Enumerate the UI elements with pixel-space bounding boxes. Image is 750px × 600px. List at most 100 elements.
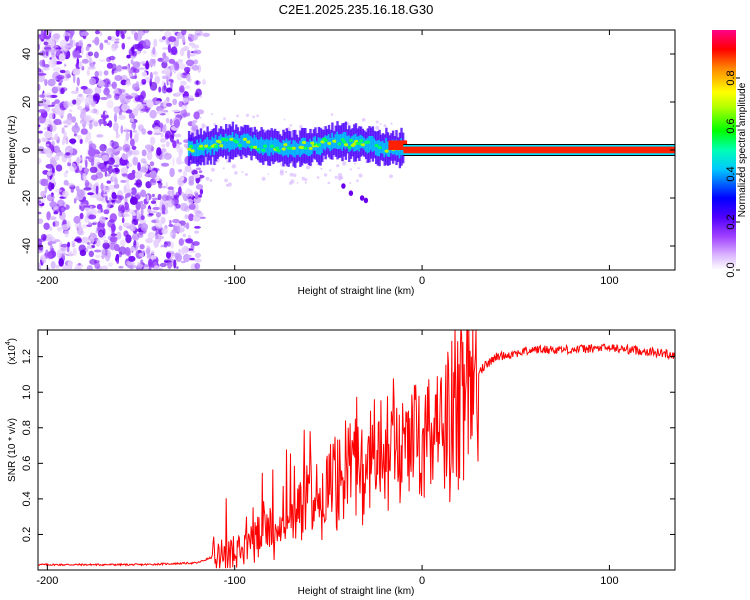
spectrogram-blob — [95, 238, 101, 247]
spectrogram-faint-point — [356, 179, 359, 183]
spectrogram-blob — [132, 83, 140, 91]
spectrogram-blob — [65, 152, 71, 156]
spectrogram-blob — [176, 156, 182, 165]
spectrogram-blob — [108, 184, 116, 191]
spectrogram-blob — [88, 250, 95, 257]
spectrogram-faint-point — [205, 176, 210, 181]
spectrogram-blob — [119, 30, 127, 35]
svg-text:(x104): (x104) — [5, 338, 18, 365]
spectrogram-blob — [107, 157, 115, 165]
spectrogram-blob — [50, 261, 56, 270]
spectrogram-blob — [98, 70, 103, 77]
spectrogram-blob — [55, 264, 60, 269]
spectrogram-blob — [87, 221, 92, 227]
spectrogram-blob — [44, 130, 53, 139]
spectrogram-blob — [131, 59, 134, 65]
spectrogram-faint-point — [289, 124, 293, 127]
spectrogram-faint-point — [245, 113, 250, 117]
spectrogram-blob — [121, 66, 128, 70]
spectrogram-blob — [131, 123, 135, 128]
spectrogram-blob — [129, 129, 133, 139]
colorbar-tick-label: 0.6 — [725, 118, 737, 133]
spectrogram-blob — [60, 243, 69, 248]
spectrogram-band-core — [285, 138, 289, 156]
spectrogram-blob — [161, 204, 166, 213]
spectrogram-faint-point — [227, 182, 232, 187]
spectrogram-blob — [84, 136, 89, 144]
spectrogram-blob — [137, 124, 144, 132]
colorbar-tick-label: 0.4 — [725, 166, 737, 181]
spectrogram-blob — [180, 80, 187, 86]
spectrogram-blob — [155, 212, 162, 218]
spectrogram-blob — [98, 162, 106, 170]
spectrogram-blob — [153, 261, 158, 266]
spectrogram-blob — [148, 258, 153, 268]
spectrogram-blob — [170, 63, 175, 73]
spectrogram-blob — [91, 119, 98, 126]
spectrogram-blob — [153, 71, 159, 76]
spectrogram-band-core — [349, 137, 353, 151]
spectrogram-blob — [56, 249, 62, 259]
snr-xtick-label: -100 — [224, 575, 246, 587]
spectrogram-blob — [149, 71, 153, 80]
spectrogram-blob — [157, 180, 161, 184]
spectrogram-blob — [82, 173, 87, 180]
spectrogram-blob — [63, 63, 67, 67]
spectrogram-blob — [59, 69, 66, 74]
spectrogram-blob — [125, 64, 130, 71]
spectrogram-band-peak — [190, 149, 196, 153]
spectrogram-blob — [132, 232, 140, 241]
spectrogram-blob — [48, 112, 54, 120]
spectrogram-blob — [125, 131, 130, 141]
spectrogram-band-core — [273, 137, 277, 153]
spectrogram-blob — [114, 75, 123, 81]
spectrogram-band-core — [191, 141, 194, 156]
spectrogram-blob — [179, 175, 185, 182]
spectrogram-faint-point — [330, 113, 334, 116]
spectrogram-blob — [117, 195, 124, 201]
spectrogram-band-peak — [337, 142, 343, 146]
spectrogram-faint-point — [241, 171, 244, 174]
snr-ytick-label: 0.6 — [21, 456, 33, 471]
spectrogram-blob — [63, 33, 71, 37]
spectrogram-blob — [115, 30, 120, 37]
spectrogram-blob — [66, 183, 75, 187]
spectrogram-blob — [46, 194, 55, 202]
spectrogram-blob — [194, 230, 200, 234]
spectrogram-blob — [74, 122, 78, 130]
spectrogram-band-core — [246, 133, 250, 147]
spectrogram-blob — [87, 66, 96, 70]
spectrogram-blob — [129, 118, 135, 123]
spectrogram-blob — [67, 260, 73, 269]
spectrogram-faint-point — [329, 169, 332, 172]
spectrogram-blob — [178, 100, 183, 108]
spectrogram-blob — [171, 188, 175, 198]
spectrogram-band-peak — [198, 144, 204, 148]
spectrogram-blob — [202, 79, 206, 86]
spectrogram-blob — [91, 245, 96, 248]
spectrogram-blob — [159, 262, 167, 268]
spectrogram-band-peak — [384, 149, 390, 153]
spectrogram-blob — [199, 188, 204, 195]
spectrogram-blob — [170, 41, 173, 46]
spectrogram-blob — [124, 202, 129, 211]
spectrogram-blob — [202, 32, 210, 38]
snr-xtick-label: -200 — [36, 575, 58, 587]
spectrogram-blob — [80, 108, 86, 115]
spectrogram-blob — [194, 258, 202, 263]
spectrogram-blob — [52, 57, 57, 67]
spectrogram-blob — [121, 217, 125, 224]
spectrogram-blob — [144, 172, 152, 178]
spectrogram-band-core — [268, 140, 272, 157]
spectrogram-blob — [52, 221, 56, 227]
spectrogram-blob — [107, 36, 112, 41]
spectrogram-blob — [111, 69, 115, 75]
spectrogram-blob — [154, 177, 162, 182]
spectrogram-band-core — [386, 141, 390, 157]
spectrogram-blob — [120, 239, 126, 247]
spectrogram-blob — [168, 224, 174, 227]
spectrogram-blob — [156, 147, 162, 156]
spectrogram-band-peak — [283, 143, 289, 147]
spectrogram-band-core — [255, 137, 258, 151]
spectrogram-blob — [104, 39, 109, 43]
